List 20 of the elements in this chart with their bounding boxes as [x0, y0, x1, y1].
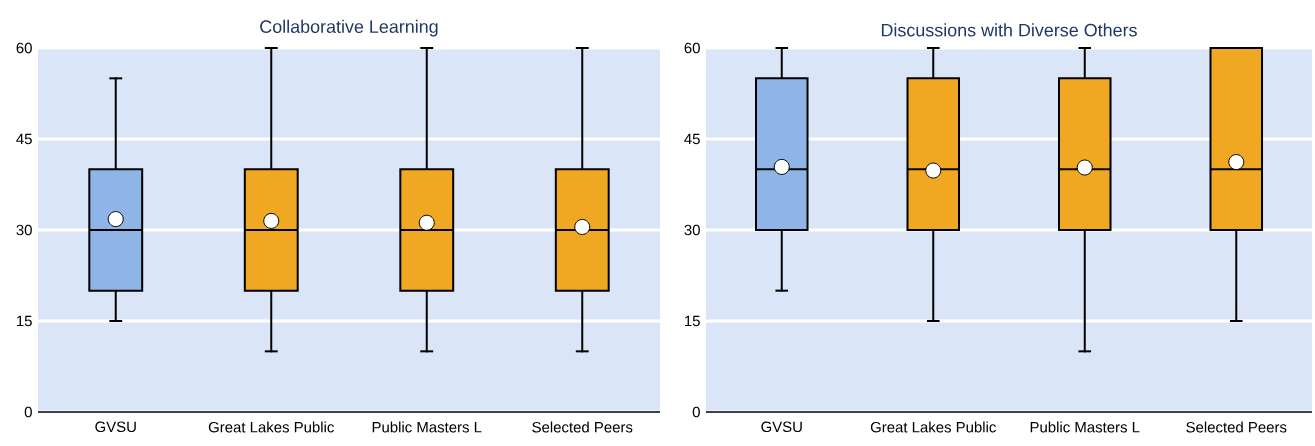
chart-title: Collaborative Learning — [260, 19, 438, 37]
x-tick-label: Public Masters L — [1030, 421, 1140, 433]
y-tick-label: 0 — [692, 406, 700, 418]
y-tick-label: 45 — [684, 133, 700, 145]
y-tick-label: 60 — [684, 42, 700, 54]
x-tick-label: Great Lakes Public — [208, 421, 334, 433]
y-tick-label: 60 — [16, 42, 32, 54]
y-tick-label: 30 — [16, 224, 32, 236]
x-tick-label: Public Masters L — [372, 421, 482, 433]
y-tick-label: 15 — [685, 315, 700, 327]
y-tick-label: 45 — [16, 133, 32, 145]
y-tick-label: 0 — [24, 406, 32, 418]
y-tick-label: 30 — [684, 224, 700, 236]
x-tick-label: Selected Peers — [1186, 421, 1287, 433]
chart-title: Discussions with Diverse Others — [881, 23, 1137, 37]
x-tick-label: GVSU — [761, 421, 802, 433]
x-tick-label: GVSU — [95, 421, 136, 433]
x-tick-label: Selected Peers — [532, 421, 633, 433]
y-tick-label: 15 — [17, 315, 32, 327]
x-tick-label: Great Lakes Public — [870, 421, 996, 433]
